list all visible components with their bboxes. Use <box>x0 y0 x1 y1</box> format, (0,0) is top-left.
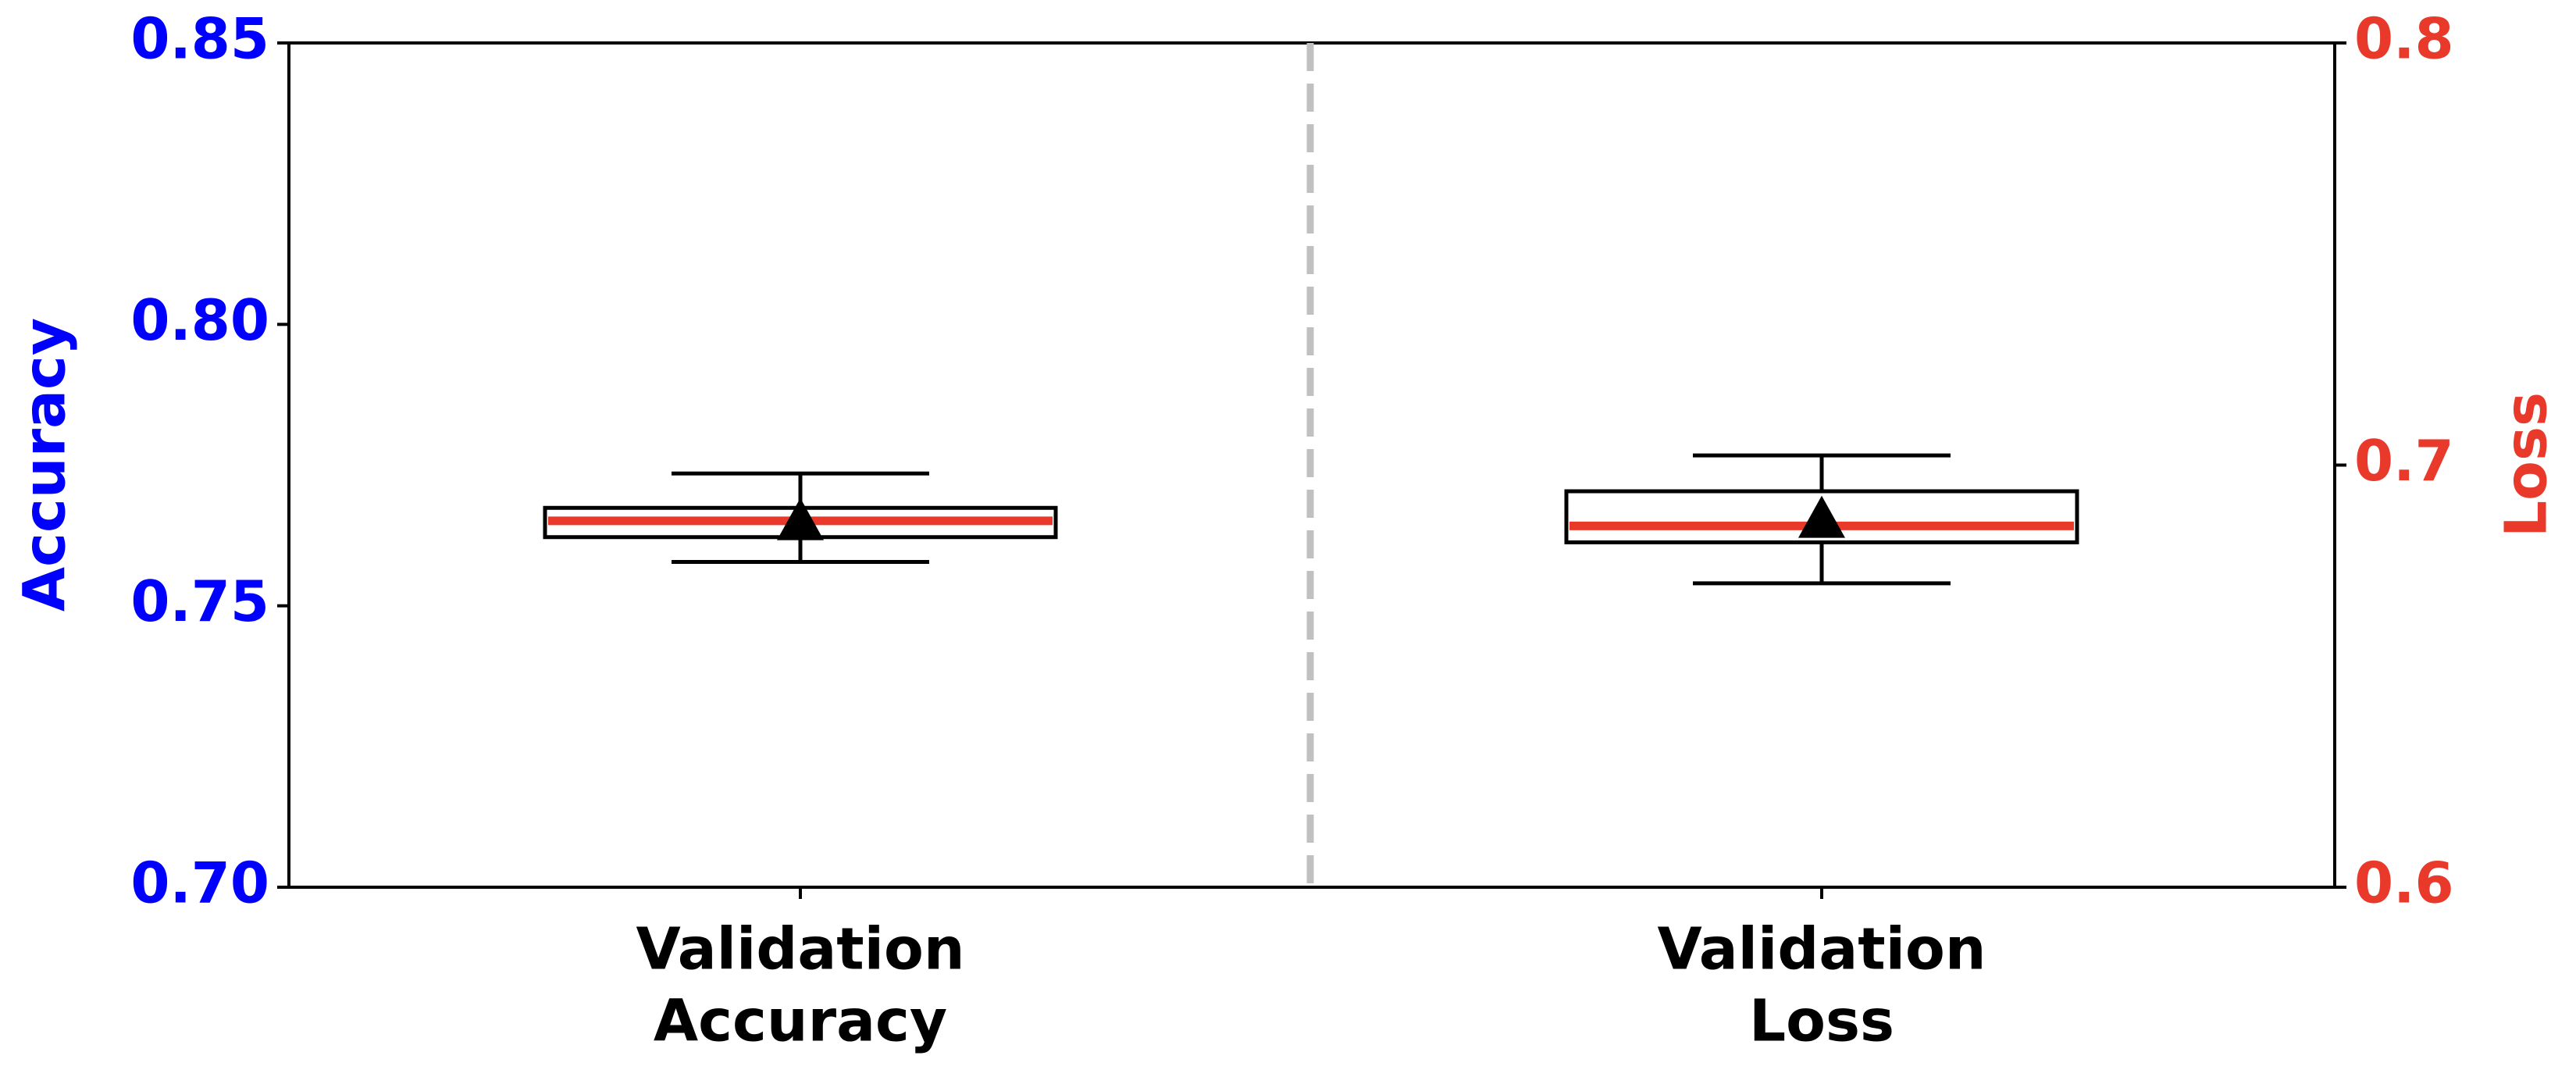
y2-tick-label: 0.6 <box>2354 851 2454 916</box>
x-tick-label: Accuracy <box>654 988 947 1055</box>
y2-tick-label: 0.7 <box>2354 428 2454 494</box>
y2-axis-label: Loss <box>2493 392 2560 537</box>
y-tick-label: 0.85 <box>130 6 269 72</box>
mean-marker <box>777 497 824 540</box>
y2-tick-label: 0.8 <box>2354 6 2454 72</box>
y-tick-label: 0.75 <box>130 569 269 634</box>
mean-marker <box>1798 495 1845 538</box>
y-tick-label: 0.80 <box>130 287 269 353</box>
x-tick-label: Validation <box>636 916 964 983</box>
y-tick-label: 0.70 <box>130 851 269 916</box>
x-tick-label: Loss <box>1749 988 1894 1055</box>
x-tick-label: Validation <box>1657 916 1986 983</box>
y-axis-label: Accuracy <box>12 318 79 612</box>
